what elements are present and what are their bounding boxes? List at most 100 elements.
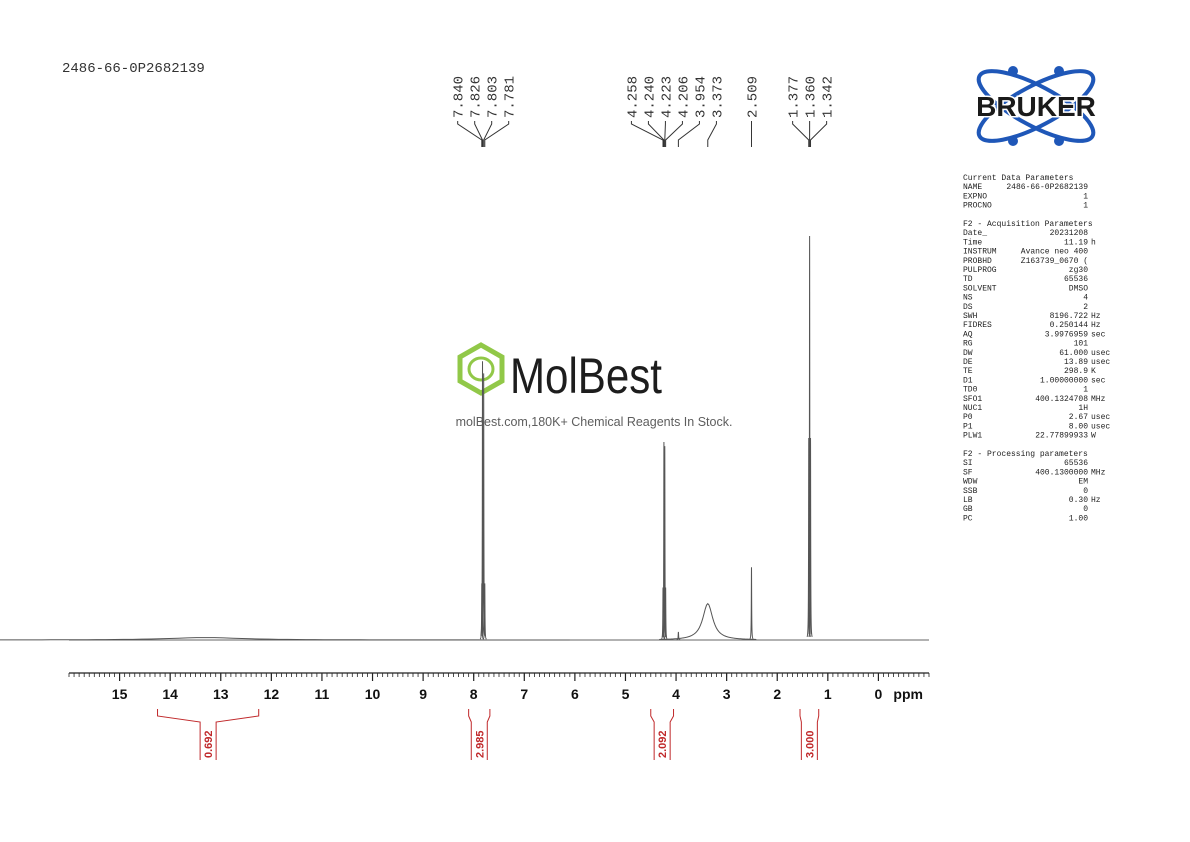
param-value: 1 [1083,386,1088,395]
param-value: 65536 [1064,275,1088,284]
logo-orbit [976,69,1096,143]
param-value: 298.9 [1064,367,1088,376]
param-value: 1 [1083,192,1088,201]
param-unit: sec [1091,330,1106,339]
peak-label: 7.803 [486,76,502,118]
param-unit: K [1091,367,1096,376]
param-key: NS [963,294,973,303]
spectrum-peak [807,235,812,634]
param-key: PULPROG [963,266,997,275]
x-tick-label: 8 [470,686,478,702]
param-key: SWH [963,312,978,321]
param-value: Avance neo 400 [1021,248,1088,257]
param-key: SSB [963,487,978,496]
param-value: 3.9976959 [1045,330,1088,339]
param-key: FIDRES [963,321,992,330]
spectrum-peak [749,567,754,640]
param-key: RG [963,340,973,349]
x-tick-label: 1 [824,686,832,702]
peak-label: 4.206 [676,76,692,118]
param-value: 11.19 [1064,238,1088,247]
x-tick-label: 7 [520,686,528,702]
watermark-icon [467,356,495,382]
param-value: 2.67 [1069,413,1088,422]
bruker-logo: BRUKER [975,66,1097,146]
x-tick-label: 0 [875,686,883,702]
integral-bracket [650,709,675,760]
param-value: 400.1300000 [1035,468,1088,477]
param-value: 65536 [1064,459,1088,468]
param-value: 0.250144 [1050,321,1089,330]
param-unit: Hz [1091,496,1101,505]
watermark-icon [457,342,505,396]
param-key: PROCNO [963,202,992,211]
param-value: 1.00000000 [1040,376,1088,385]
param-key: Time [963,238,982,247]
param-value: EM [1078,478,1088,487]
param-key: LB [963,496,973,505]
x-tick-label: 2 [773,686,781,702]
x-tick-label: 5 [622,686,630,702]
spectrum-peak [0,637,570,641]
peak-connector [474,121,484,147]
param-unit: W [1091,432,1096,441]
peak-connector [707,121,717,147]
param-key: DW [963,349,973,358]
param-section-title: F2 - Processing parameters [963,450,1088,459]
peak-label: 1.342 [821,76,837,118]
peak-label: 4.223 [659,76,675,118]
param-key: P0 [963,413,973,422]
sample-id: 2486-66-0P2682139 [62,61,205,77]
spectrum-peak [659,602,757,640]
param-unit: Hz [1091,321,1101,330]
param-key: SI [963,459,973,468]
integral-label: 2.985 [474,730,486,758]
param-key: SOLVENT [963,284,997,293]
param-value: 4 [1083,294,1088,303]
peak-label: 7.840 [452,76,468,118]
param-unit: MHz [1091,395,1106,404]
param-value: 0 [1083,487,1088,496]
peak-connector [677,121,700,147]
x-tick-label: 12 [264,686,280,702]
spectrum-peak [808,437,813,638]
logo-dot [1008,66,1018,76]
spectrum-peak [482,583,487,640]
x-tick-label: 9 [419,686,427,702]
param-unit: Hz [1091,312,1101,321]
param-key: Date_ [963,229,987,238]
peak-label: 4.240 [642,76,658,118]
param-key: DS [963,303,973,312]
x-tick-label: 3 [723,686,731,702]
peak-connector [483,121,493,147]
x-tick-label: 11 [315,686,330,702]
param-value: Z163739_0670 ( [1021,257,1088,266]
param-value: 101 [1074,340,1089,349]
param-key: NUC1 [963,404,982,413]
logo-text: BRUKER [976,91,1096,122]
peak-label: 7.826 [469,76,485,118]
param-value: 1.00 [1069,514,1088,523]
param-key: WDW [963,478,978,487]
peak-label: 3.373 [710,76,726,118]
param-key: P1 [963,422,973,431]
logo-orbit [976,69,1096,143]
param-key: SF [963,468,973,477]
peak-connector [484,121,510,147]
peak-connector [810,121,828,147]
param-key: EXPNO [963,192,987,201]
param-unit: MHz [1091,468,1106,477]
param-unit: usec [1091,358,1110,367]
param-unit: usec [1091,349,1110,358]
x-tick-label: 6 [571,686,579,702]
peak-connector [630,121,664,147]
peak-label: 1.360 [804,76,820,118]
param-value: 8196.722 [1050,312,1089,321]
x-tick-label: 10 [365,686,381,702]
integral-label: 0.692 [203,730,215,758]
logo-dot [1054,136,1064,146]
param-key: GB [963,505,973,514]
param-key: INSTRUM [963,248,997,257]
